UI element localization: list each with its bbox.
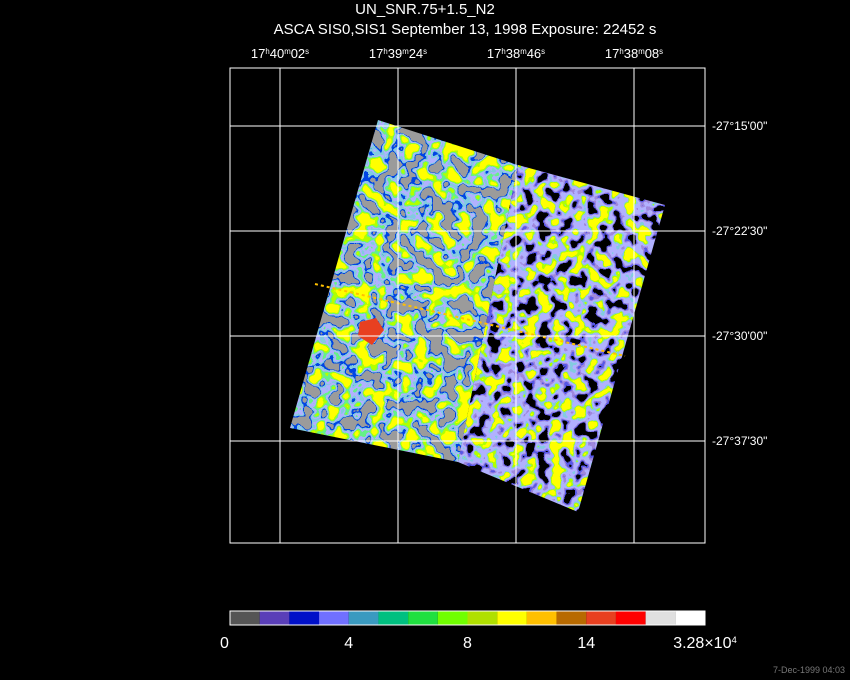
colorbar-swatch: [675, 611, 705, 625]
label-part: 17: [487, 46, 501, 61]
colorbar-swatch: [230, 611, 260, 625]
label-part: 4: [344, 635, 353, 652]
dec-label: -27°37'30": [712, 434, 767, 448]
superscript: m: [520, 47, 527, 56]
label-part: 46: [527, 46, 541, 61]
superscript: s: [423, 47, 427, 56]
title: UN_SNR.75+1.5_N2: [355, 1, 495, 18]
colorbar-swatch: [556, 611, 587, 625]
label: 17h38m08s: [605, 46, 663, 61]
label-part: 38: [624, 46, 638, 61]
annotations: 17h40m02s 17h39m24s 17h38m46s 17h38m08s-27°…: [220, 46, 767, 652]
colorbar-swatch: [467, 611, 498, 625]
superscript: s: [541, 47, 545, 56]
plot-frame: [229, 67, 706, 544]
colorbar-swatch: [378, 611, 409, 625]
superscript: m: [402, 47, 409, 56]
colorbar-swatch: [437, 611, 468, 625]
label-part: 24: [409, 46, 423, 61]
label-part: 0: [220, 635, 229, 652]
label-part: 14: [577, 635, 595, 652]
label-part: 17: [251, 46, 265, 61]
colorbar-swatch: [497, 611, 527, 625]
dec-label: -27°22'30": [712, 224, 767, 238]
superscript: s: [305, 47, 309, 56]
timestamp: 7-Dec-1999 04:03: [773, 665, 845, 675]
dec-label: -27°15'00": [712, 119, 767, 133]
colorbar-swatch: [526, 611, 557, 625]
dec-label: -27°30'00": [712, 329, 767, 343]
label: 17h39m24s: [369, 46, 427, 61]
label: 17h38m46s: [487, 46, 545, 61]
label: 14: [577, 635, 595, 652]
colorbar-swatch: [319, 611, 349, 625]
label-part: 08: [645, 46, 659, 61]
subtitle: ASCA SIS0,SIS1 September 13, 1998 Exposu…: [274, 21, 657, 38]
label: 8: [463, 635, 472, 652]
superscript: m: [638, 47, 645, 56]
colorbar-swatch: [645, 611, 676, 625]
label-part: 39: [388, 46, 402, 61]
label-part: 02: [291, 46, 305, 61]
colorbar-frame: [229, 610, 706, 626]
superscript: h: [265, 47, 269, 56]
colorbar-swatch: [348, 611, 379, 625]
label-part: 3.28×10: [673, 635, 731, 652]
label: 0: [220, 635, 229, 652]
label-part: 38: [506, 46, 520, 61]
colorbar-swatch: [586, 611, 616, 625]
label-part: 17: [605, 46, 619, 61]
superscript: m: [284, 47, 291, 56]
superscript: s: [659, 47, 663, 56]
superscript: 4: [731, 635, 737, 646]
label-part: 8: [463, 635, 472, 652]
label-part: 40: [270, 46, 284, 61]
colorbar-swatch: [289, 611, 320, 625]
chip-boundary: [314, 283, 626, 357]
label: 3.28×104: [673, 635, 737, 653]
colorbar-swatch: [259, 611, 290, 625]
superscript: h: [383, 47, 387, 56]
bright-source: [358, 318, 384, 345]
superscript: h: [619, 47, 623, 56]
colorbar-swatch: [615, 611, 646, 625]
superscript: h: [501, 47, 505, 56]
label: 17h40m02s: [251, 46, 309, 61]
colorbar-swatch: [408, 611, 438, 625]
label: 4: [344, 635, 353, 652]
label-part: 17: [369, 46, 383, 61]
